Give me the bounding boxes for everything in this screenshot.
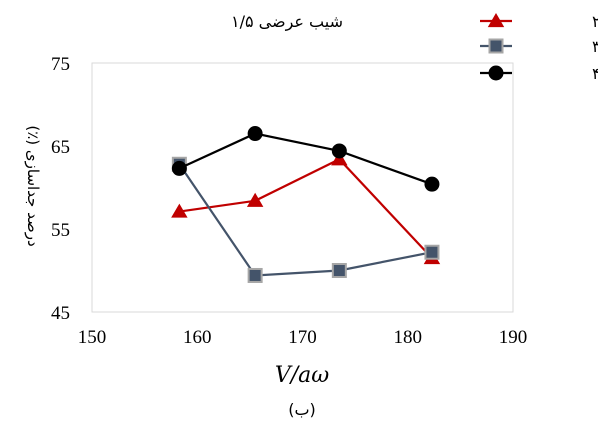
series-triangle: [171, 151, 441, 265]
legend-item: شیب طولی ۴/۵: [480, 64, 598, 84]
legend-item: شیب طولی ۳/۵: [480, 37, 598, 57]
data-point: [331, 151, 348, 166]
series-line: [179, 157, 433, 259]
series-square: [171, 156, 440, 283]
legend-label: شیب طولی ۲/۵: [592, 12, 598, 32]
x-tick-label: 190: [499, 327, 528, 348]
data-point: [331, 143, 347, 159]
x-tick-label: 180: [394, 327, 423, 348]
plot-area: 150 160 170 180 190 45 55 65 75: [51, 54, 527, 348]
data-point: [424, 244, 440, 260]
legend-label: شیب طولی ۴/۵: [592, 64, 598, 84]
data-point: [171, 160, 187, 176]
data-point: [171, 203, 188, 218]
data-point: [247, 126, 263, 142]
legend-item: شیب طولی ۲/۵: [480, 12, 598, 32]
data-point: [246, 192, 264, 207]
legend-swatch-marker: [488, 65, 504, 81]
data-point: [331, 263, 347, 278]
legend-title: شیب عرضی ۱/۵: [231, 12, 343, 32]
y-tick-label: 65: [51, 137, 70, 158]
x-tick-label: 160: [183, 327, 212, 348]
y-tick-label: 75: [51, 54, 70, 75]
series-line: [178, 132, 433, 186]
data-point: [247, 267, 263, 283]
legend-label: شیب طولی ۳/۵: [592, 37, 598, 57]
data-point: [424, 176, 440, 192]
x-tick-label: 170: [288, 327, 317, 348]
legend-swatch-marker: [488, 38, 504, 54]
series-layer: [171, 126, 441, 283]
y-axis-label: درصد جداسازی (٪): [24, 125, 42, 246]
plot-frame: [91, 62, 514, 313]
figure-caption: (ب): [288, 400, 316, 419]
legend-swatch-marker: [487, 13, 505, 28]
legend: شیب عرضی ۱/۵ شیب طولی ۲/۵ شیب طولی ۳/۵ شیب…: [231, 12, 598, 84]
x-tick-label: 150: [78, 327, 107, 348]
series-circle: [171, 126, 440, 192]
x-axis-label: V/aω: [275, 363, 329, 388]
series-line: [178, 163, 433, 277]
y-tick-label: 55: [51, 220, 70, 241]
y-tick-label: 45: [51, 303, 70, 324]
